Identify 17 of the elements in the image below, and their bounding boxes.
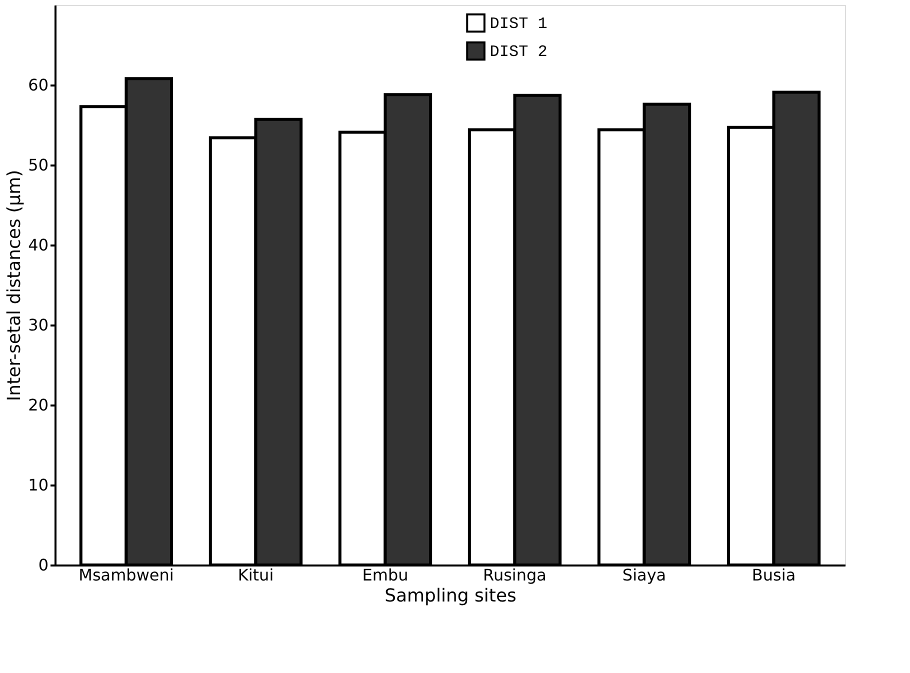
x-tick-label: Kitui — [238, 566, 274, 584]
y-tick-label: 20 — [28, 396, 48, 414]
y-tick-label: 30 — [28, 316, 48, 334]
x-tick-label: Msambweni — [78, 566, 174, 584]
x-tick-label: Siaya — [622, 566, 666, 584]
x-axis-title: Sampling sites — [384, 586, 516, 606]
y-tick-label: 40 — [28, 236, 48, 254]
x-tick-label: Busia — [752, 566, 796, 584]
legend-label: DIST 2 — [490, 43, 548, 61]
x-tick-label: Rusinga — [483, 566, 546, 584]
legend-label: DIST 1 — [490, 15, 548, 33]
y-tick-label: 60 — [28, 76, 48, 94]
y-tick-label: 50 — [28, 156, 48, 174]
y-tick-label: 0 — [38, 556, 48, 574]
x-tick-label: Embu — [362, 566, 408, 584]
y-axis-title: Inter-setal distances (µm) — [4, 170, 26, 402]
y-tick-label: 10 — [28, 476, 48, 494]
